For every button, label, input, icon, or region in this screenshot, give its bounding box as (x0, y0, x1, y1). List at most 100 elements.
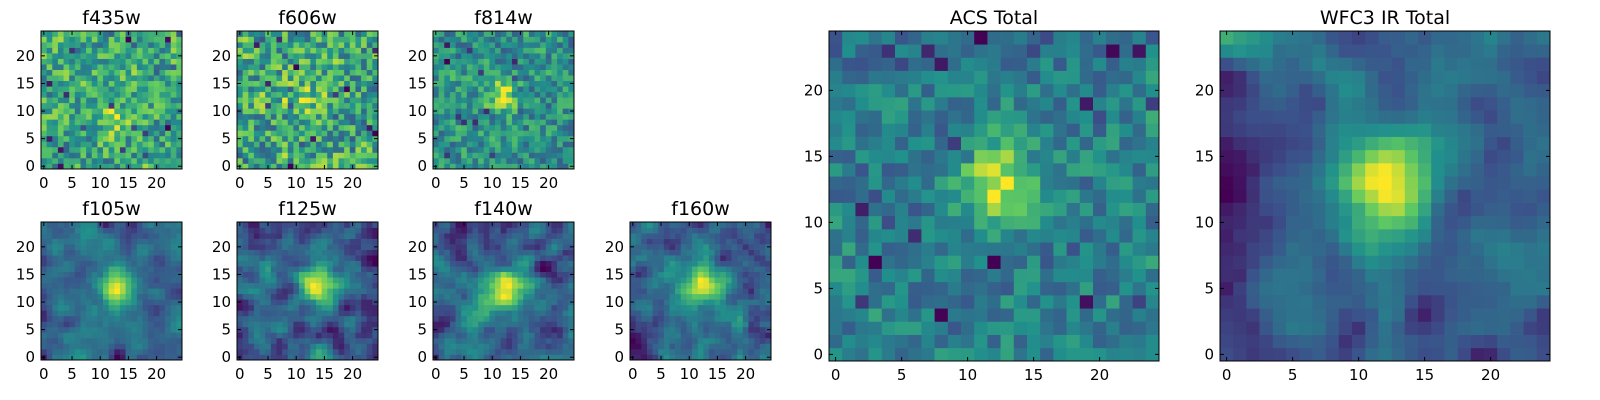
heatmap-cell (680, 299, 687, 306)
heatmap-cell (63, 288, 70, 295)
heatmap-cell (1053, 202, 1067, 217)
heatmap-cell (97, 227, 104, 234)
heatmap-cell (540, 113, 547, 120)
y-tick-label: 20 (408, 47, 427, 65)
heatmap-cell (466, 75, 473, 82)
heatmap-cell (148, 36, 155, 43)
heatmap-cell (165, 64, 172, 70)
heatmap-cell (131, 124, 138, 131)
heatmap-cell (697, 244, 704, 250)
heatmap-cell (299, 86, 306, 93)
heatmap-cell (478, 222, 485, 228)
heatmap-cell (119, 315, 126, 322)
heatmap-cell (304, 31, 311, 37)
heatmap-cell (332, 354, 339, 361)
heatmap-cell (433, 282, 439, 289)
heatmap-cell (80, 135, 87, 142)
heatmap-cell (483, 86, 490, 93)
heatmap-cell (41, 348, 47, 355)
heatmap-cell (63, 293, 70, 300)
heatmap-cell (635, 348, 642, 355)
heatmap-cell (338, 130, 345, 137)
heatmap-cell (349, 260, 356, 267)
heatmap-cell (170, 299, 177, 306)
heatmap-cell (528, 227, 535, 234)
heatmap-cell (315, 310, 322, 317)
heatmap-cell (361, 69, 368, 76)
heatmap-cell (270, 31, 277, 37)
heatmap-cell (46, 80, 53, 87)
heatmap-cell (80, 277, 87, 284)
heatmap-cell (125, 337, 132, 344)
heatmap-cell (276, 124, 283, 131)
heatmap-cell (248, 337, 255, 344)
heatmap-cell (270, 277, 277, 284)
heatmap-cell (361, 124, 368, 131)
heatmap-cell (1093, 281, 1107, 296)
heatmap-cell (69, 146, 76, 153)
heatmap-cell (506, 343, 513, 350)
heatmap-cell (534, 354, 541, 361)
heatmap-cell (338, 53, 345, 59)
heatmap-cell (310, 31, 317, 37)
heatmap-cell (438, 299, 445, 306)
heatmap-cell (686, 332, 693, 339)
heatmap-cell (57, 86, 64, 93)
heatmap-cell (63, 337, 70, 344)
heatmap-cell (142, 343, 149, 350)
heatmap-cell (304, 222, 311, 228)
heatmap-cell (361, 64, 368, 70)
heatmap-cell (697, 348, 704, 355)
heatmap-cell (523, 244, 530, 250)
heatmap-cell (276, 58, 283, 65)
heatmap-cell (500, 233, 507, 239)
heatmap-cell (287, 271, 294, 278)
heatmap-cell (315, 152, 322, 159)
heatmap-cell (315, 348, 322, 355)
heatmap-cell (523, 119, 530, 126)
heatmap-cell (1079, 176, 1094, 190)
heatmap-cell (259, 321, 266, 328)
x-tick-label: 20 (147, 365, 166, 383)
heatmap-cell (321, 86, 328, 93)
heatmap-cell (41, 130, 47, 137)
heatmap-cell (731, 288, 738, 295)
heatmap-cell (276, 130, 283, 137)
heatmap-cell (265, 343, 272, 350)
heatmap-cell (338, 222, 345, 228)
heatmap-cell (759, 249, 766, 256)
heatmap-cell (511, 227, 518, 234)
heatmap-cell (511, 260, 518, 267)
heatmap-cell (1013, 255, 1028, 269)
y-tick-label: 5 (221, 130, 231, 148)
heatmap-cell (355, 157, 362, 164)
heatmap-cell (299, 36, 306, 43)
heatmap-cell (69, 113, 76, 120)
heatmap-cell (299, 91, 306, 98)
heatmap-cell (517, 299, 524, 306)
heatmap-cell (108, 124, 115, 131)
heatmap-cell (265, 135, 272, 142)
heatmap-cell (495, 75, 502, 82)
heatmap-cell (136, 135, 143, 142)
heatmap-cell (80, 80, 87, 87)
heatmap-cell (433, 157, 439, 164)
heatmap-cell (517, 119, 524, 126)
heatmap-cell (282, 102, 289, 109)
heatmap-cell (366, 337, 373, 344)
heatmap-cell (97, 157, 104, 164)
heatmap-cell (652, 282, 659, 289)
heatmap-cell (483, 124, 490, 131)
heatmap-cell (131, 354, 138, 361)
heatmap-cell (46, 315, 53, 322)
heatmap-cell (495, 238, 502, 245)
heatmap-cell (495, 91, 502, 98)
heatmap-cell (506, 58, 513, 65)
heatmap-cell (321, 108, 328, 115)
heatmap-cell (361, 58, 368, 65)
heatmap-cell (52, 108, 59, 115)
heatmap-cell (148, 91, 155, 98)
heatmap-cell (97, 58, 104, 65)
heatmap-cell (562, 130, 569, 137)
heatmap-cell (652, 244, 659, 250)
